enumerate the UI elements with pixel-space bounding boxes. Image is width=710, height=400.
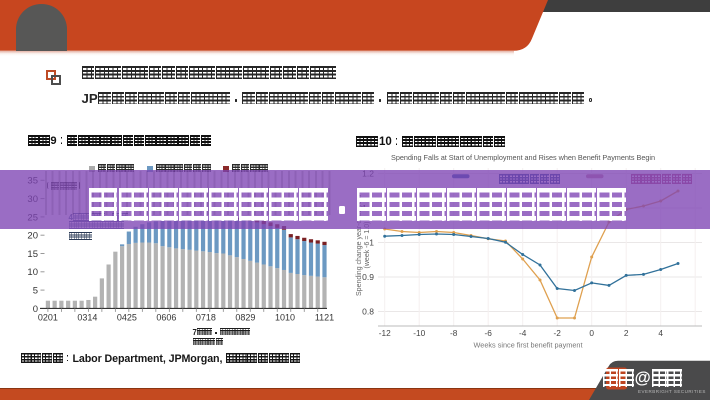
svg-text:20: 20 [27, 231, 38, 242]
svg-text:1121: 1121 [315, 313, 334, 323]
svg-text:Spending change year-over-year: Spending change year-over-year [356, 193, 363, 296]
svg-text:0: 0 [33, 304, 38, 315]
svg-text:0201: 0201 [38, 313, 58, 323]
svg-text:-12: -12 [379, 328, 391, 338]
svg-text:2: 2 [624, 328, 629, 338]
svg-text:(week -6 = 1.0): (week -6 = 1.0) [364, 222, 371, 269]
svg-text:0606: 0606 [156, 313, 176, 323]
svg-text:0718: 0718 [196, 313, 216, 323]
svg-text:0425: 0425 [117, 313, 137, 323]
svg-text:1010: 1010 [275, 313, 295, 323]
svg-text:10: 10 [27, 267, 38, 278]
svg-text:Spending Falls at Start of Une: Spending Falls at Start of Unemployment … [391, 153, 655, 162]
svg-text:0.8: 0.8 [362, 307, 374, 317]
svg-text:4: 4 [658, 328, 663, 338]
svg-text:-10: -10 [413, 328, 425, 338]
svg-text:15: 15 [27, 249, 38, 260]
svg-text:-8: -8 [450, 328, 458, 338]
svg-text:5: 5 [33, 286, 38, 297]
svg-text:0: 0 [589, 328, 594, 338]
svg-text:0.9: 0.9 [362, 272, 374, 282]
svg-text:-4: -4 [519, 328, 527, 338]
svg-text:Weeks since first benefit paym: Weeks since first benefit payment [474, 341, 583, 350]
svg-text:1: 1 [369, 238, 374, 248]
svg-text:0829: 0829 [235, 313, 255, 323]
svg-text:0314: 0314 [77, 313, 97, 323]
svg-text:-6: -6 [485, 328, 493, 338]
svg-text:-2: -2 [554, 328, 562, 338]
